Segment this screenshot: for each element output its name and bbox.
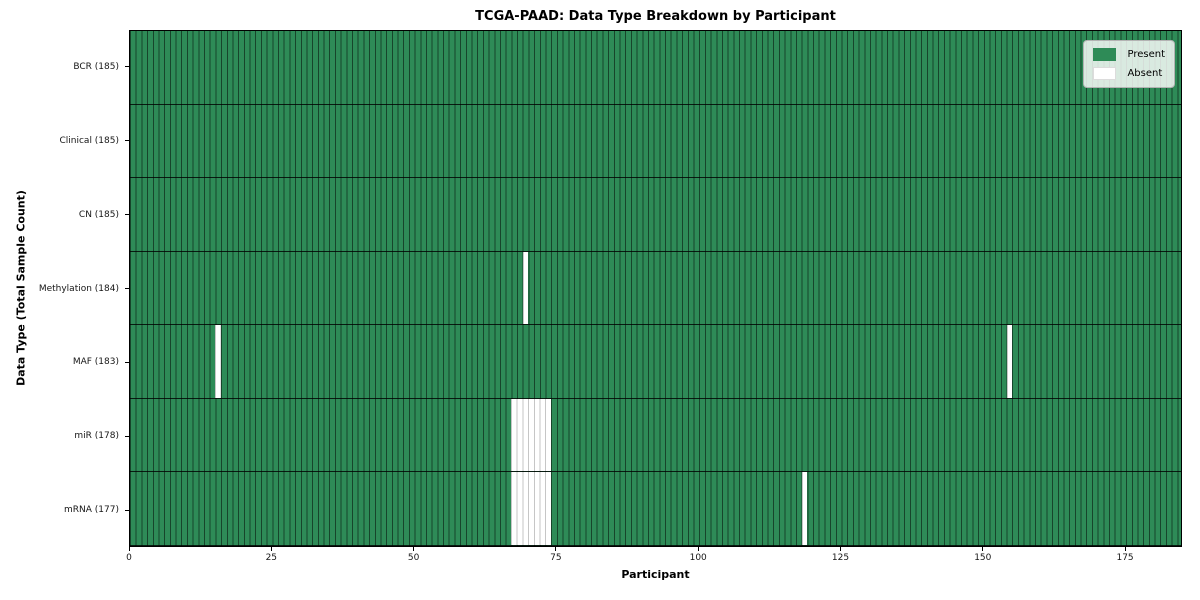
row-Clinical — [130, 104, 1181, 179]
y-tick-label-MAF: MAF (183) — [72, 357, 119, 368]
chart-title: TCGA-PAAD: Data Type Breakdown by Partic… — [475, 9, 836, 24]
x-tick-mark-0 — [128, 547, 130, 551]
y-tick-mark-mRNA — [125, 509, 129, 511]
row-BCR — [130, 31, 1181, 105]
legend-item-absent: Absent — [1093, 67, 1165, 80]
x-tick-label-0: 0 — [126, 553, 132, 563]
y-tick-label-Methylation: Methylation (184) — [38, 283, 119, 294]
absent-bar-mRNA-118 — [801, 472, 808, 546]
absent-swatch-icon — [1093, 67, 1117, 80]
x-axis-label: Participant — [621, 568, 690, 581]
absent-bar-miR-67 — [511, 398, 552, 472]
absent-bar-Methylation-69 — [522, 251, 529, 325]
x-tick-label-100: 100 — [689, 553, 707, 563]
x-tick-mark-50 — [413, 547, 415, 551]
x-tick-mark-175 — [1124, 547, 1126, 551]
y-tick-label-mRNA: mRNA (177) — [64, 505, 119, 516]
legend-item-present: Present — [1093, 48, 1165, 61]
x-tick-label-25: 25 — [265, 553, 278, 563]
row-miR — [130, 398, 1181, 473]
y-tick-mark-Clinical — [125, 140, 129, 142]
x-tick-label-125: 125 — [831, 553, 850, 563]
plot-area: Present Absent — [129, 30, 1182, 547]
x-tick-mark-25 — [270, 547, 272, 551]
y-tick-label-Clinical: Clinical (185) — [59, 135, 119, 146]
present-swatch-icon — [1093, 48, 1117, 61]
y-tick-mark-CN — [125, 214, 129, 216]
y-tick-mark-Methylation — [125, 288, 129, 289]
x-tick-mark-125 — [839, 547, 841, 551]
x-tick-mark-150 — [982, 547, 984, 551]
absent-bar-mRNA-67 — [511, 472, 552, 546]
x-tick-mark-75 — [555, 547, 557, 551]
y-tick-label-CN: CN (185) — [78, 209, 119, 220]
x-tick-mark-100 — [697, 547, 699, 551]
x-tick-label-75: 75 — [550, 553, 562, 563]
y-tick-label-miR: miR (178) — [74, 431, 119, 442]
row-Methylation — [130, 251, 1181, 326]
legend-label-present: Present — [1127, 49, 1165, 60]
y-tick-label-BCR: BCR (185) — [73, 61, 119, 72]
x-tick-label-175: 175 — [1116, 553, 1134, 563]
row-mRNA — [130, 472, 1181, 547]
legend-label-absent: Absent — [1127, 68, 1163, 79]
y-tick-mark-BCR — [125, 66, 129, 68]
y-tick-mark-miR — [125, 435, 129, 437]
legend: Present Absent — [1083, 40, 1175, 88]
x-tick-label-50: 50 — [407, 553, 420, 563]
absent-bar-MAF-15 — [215, 325, 222, 398]
y-tick-mark-MAF — [125, 361, 129, 363]
x-tick-label-150: 150 — [974, 553, 992, 563]
row-CN — [130, 178, 1181, 252]
absent-bar-MAF-154 — [1006, 325, 1013, 398]
row-MAF — [130, 325, 1181, 399]
